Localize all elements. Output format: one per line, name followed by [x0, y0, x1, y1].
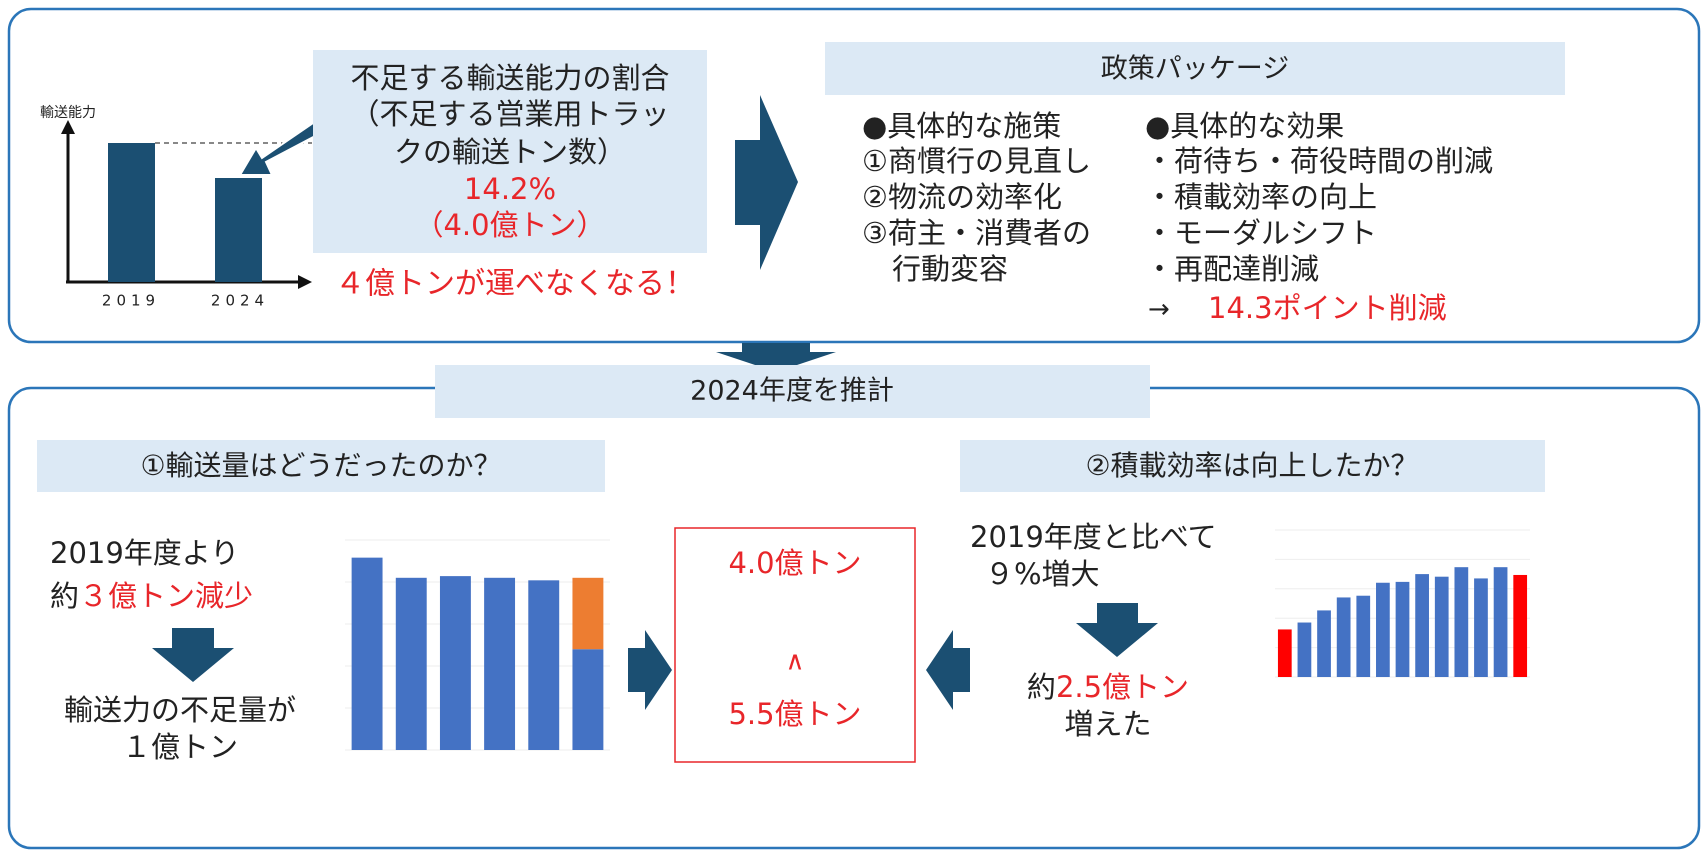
effect: ・荷待ち・荷役時間の削減 — [1145, 144, 1493, 178]
right-arrow — [735, 95, 798, 270]
y-axis-arrow — [61, 120, 75, 134]
estimate-title-box — [435, 365, 1150, 418]
bar — [1356, 595, 1371, 677]
left-line: 輸送力の不足量が — [64, 693, 296, 727]
bar — [439, 576, 471, 750]
right-line: 約2.5億トン — [1027, 670, 1189, 704]
y-label: 輸送能力 — [40, 105, 96, 121]
bar — [1297, 622, 1312, 677]
result: 14.3ポイント削減 — [1208, 291, 1447, 325]
shortage-tons: （4.0億トン） — [414, 208, 605, 242]
down-arrow — [1076, 603, 1158, 657]
right-prefix: 約 — [1027, 670, 1056, 704]
estimate-title: 2024年度を推計 — [690, 376, 894, 407]
bar — [1513, 574, 1528, 677]
effect: ・モーダルシフト — [1145, 216, 1377, 250]
left-line: 2019年度より — [50, 536, 239, 570]
measure: ③荷主・消費者の — [862, 216, 1091, 250]
effect: ・積載効率の向上 — [1145, 180, 1377, 214]
bar — [395, 577, 427, 750]
left-line: １億トン — [122, 730, 238, 764]
right-red: 2.5億トン — [1056, 670, 1189, 704]
shortage-line: 不足する輸送能力の割合 — [350, 61, 669, 95]
left-heading: ①輸送量はどうだったのか？ — [140, 449, 501, 482]
right-mini-chart — [1275, 529, 1530, 678]
shortage-box — [313, 50, 707, 253]
top-panel — [7, 7, 1701, 344]
down-arrow — [716, 343, 836, 372]
lower-value: 5.5億トン — [728, 697, 861, 731]
comparison-sign: ∧ — [785, 647, 804, 677]
right-line: 増えた — [1064, 707, 1151, 741]
result-arrow: → — [1148, 295, 1170, 325]
measure: ②物流の効率化 — [862, 180, 1062, 214]
left-line: 約３億トン減少 — [50, 579, 253, 613]
bar — [1395, 581, 1410, 677]
right-heading-box — [960, 440, 1545, 492]
bar-2024 — [215, 178, 262, 282]
measure: 行動変容 — [892, 252, 1008, 286]
right-heading: ②積載効率は向上したか？ — [1085, 449, 1418, 482]
bar-2019 — [108, 143, 155, 282]
left-prefix: 約 — [50, 579, 79, 613]
measure: ①商慣行の見直し — [862, 144, 1091, 178]
bar-segment — [572, 577, 604, 650]
policy-title-box — [825, 42, 1565, 95]
bar — [1434, 576, 1449, 677]
bar — [528, 580, 560, 750]
bar — [572, 649, 604, 750]
bar — [1415, 574, 1429, 677]
right-arrow — [628, 630, 672, 710]
right-line: 2019年度と比べて — [970, 520, 1217, 554]
bar — [484, 577, 516, 750]
x-axis-arrow — [298, 275, 312, 289]
bar — [1454, 567, 1469, 677]
bar — [351, 557, 383, 750]
left-mini-chart — [345, 539, 610, 751]
effect: ・再配達削減 — [1145, 252, 1319, 286]
bar — [1376, 582, 1390, 677]
measures-heading: ●具体的な施策 — [862, 109, 1061, 143]
effects-heading: ●具体的な効果 — [1145, 109, 1344, 143]
upper-value: 4.0億トン — [728, 546, 861, 580]
warning: ４億トンが運べなくなる！ — [335, 267, 695, 302]
bar — [1277, 629, 1292, 677]
category: 2019 — [102, 292, 160, 310]
left-red: ３億トン減少 — [79, 579, 253, 613]
right-line: ９%増大 — [985, 557, 1100, 591]
left-heading-box — [37, 440, 605, 492]
policy-title: 政策パッケージ — [1101, 54, 1289, 85]
bar — [1317, 610, 1331, 677]
down-arrow — [152, 628, 234, 682]
comparison-box — [674, 527, 916, 763]
category: 2024 — [211, 292, 269, 310]
bar — [1336, 597, 1351, 677]
shortage-line: （不足する営業用トラッ — [350, 97, 669, 131]
bar — [1493, 567, 1508, 677]
shortage-rate: 14.2% — [464, 172, 556, 206]
bar — [1474, 578, 1488, 677]
left-arrow — [926, 630, 970, 710]
shortage-line: クの輸送トン数） — [394, 135, 626, 169]
